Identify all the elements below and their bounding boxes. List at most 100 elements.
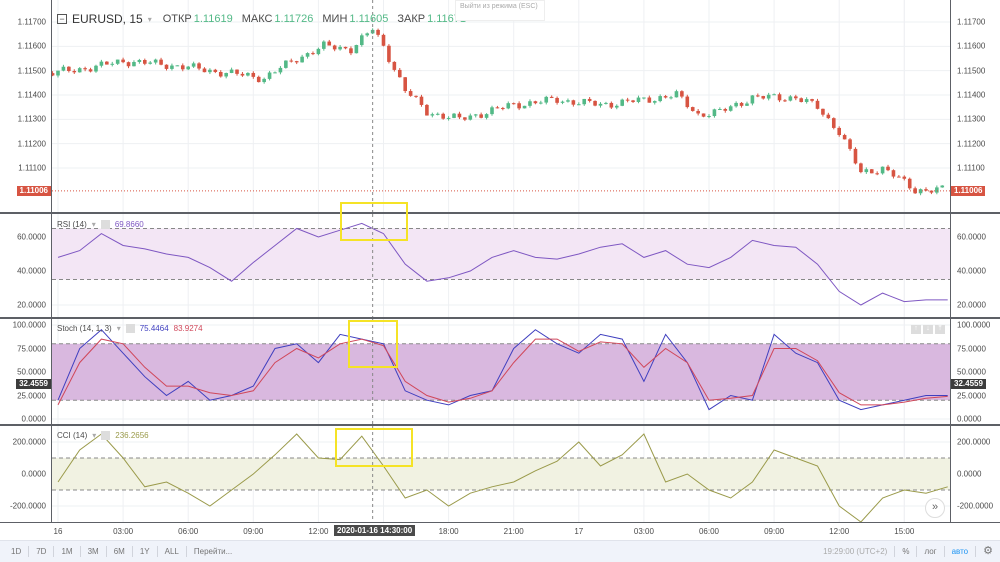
- close-indicator-icon[interactable]: [125, 324, 135, 333]
- price-tick: 1.11200: [957, 139, 986, 149]
- chevron-down-icon[interactable]: ▾: [91, 220, 96, 229]
- candle: [425, 104, 429, 116]
- candle: [392, 61, 397, 70]
- right-stoch-axis[interactable]: 100.0000 75.0000 50.0000 25.0000 0.0000 32.45…: [950, 319, 1000, 424]
- time-axis[interactable]: 16 03:00 06:00 09:00 12:00 18:00 21:00 17 03:00 0…: [0, 523, 1000, 540]
- candle: [126, 62, 131, 67]
- range-button-1y[interactable]: 1Y: [133, 546, 158, 557]
- left-price-axis[interactable]: 1.11700 1.11600 1.11500 1.11400 1.11300 1.112…: [0, 0, 52, 212]
- cci-chart[interactable]: [52, 426, 950, 522]
- candle: [685, 96, 690, 108]
- move-down-icon[interactable]: ↓: [923, 325, 933, 334]
- candle: [842, 135, 847, 140]
- cci-tick: 0.0000: [21, 469, 46, 479]
- candle: [821, 108, 825, 115]
- rsi-chart[interactable]: [52, 214, 950, 317]
- candle: [783, 100, 787, 102]
- rsi-pane[interactable]: 60.0000 40.0000 20.0000 60.0000 40.0000 20.0…: [0, 214, 1000, 319]
- candle: [826, 114, 831, 119]
- range-button-1m[interactable]: 1M: [54, 546, 81, 557]
- candle: [533, 101, 538, 104]
- candle: [577, 104, 581, 106]
- range-button-1d[interactable]: 1D: [4, 546, 30, 557]
- candle: [294, 61, 299, 63]
- candle: [316, 48, 321, 55]
- candle: [414, 95, 418, 97]
- right-cci-axis[interactable]: 200.0000 0.0000 -200.0000: [950, 426, 1000, 522]
- cci-label[interactable]: CCI (14): [57, 431, 88, 440]
- stoch-d-line: [57, 338, 948, 406]
- candle: [669, 97, 673, 99]
- candle: [251, 72, 256, 77]
- candle: [240, 73, 245, 76]
- symbol-name[interactable]: EURUSD, 15: [72, 12, 143, 26]
- candle: [587, 98, 592, 101]
- open-value: 1.11619: [193, 13, 233, 25]
- price-tick: 1.11600: [17, 41, 46, 51]
- candle: [273, 72, 277, 74]
- minus-square-icon[interactable]: −: [57, 14, 67, 24]
- candle: [446, 117, 451, 119]
- maximize-icon[interactable]: ⤒: [935, 325, 945, 334]
- candlestick-chart[interactable]: [52, 0, 950, 212]
- candle: [56, 70, 60, 76]
- double-chevron-right-icon[interactable]: »: [925, 498, 945, 518]
- candle: [72, 71, 77, 73]
- stoch-tick: 75.0000: [17, 344, 46, 353]
- stoch-tick: 25.0000: [17, 391, 46, 400]
- candle: [262, 78, 266, 83]
- highlight-box-rsi: [340, 202, 408, 241]
- stoch-current-badge: 32.4559: [951, 379, 986, 390]
- auto-toggle[interactable]: авто: [945, 546, 977, 557]
- candle: [517, 103, 521, 109]
- close-indicator-icon[interactable]: [101, 431, 111, 440]
- range-button-7d[interactable]: 7D: [29, 546, 55, 557]
- candle: [343, 46, 348, 49]
- candle: [191, 63, 196, 67]
- cci-value: 236.2656: [115, 431, 149, 440]
- cci-tick: 200.0000: [957, 437, 991, 447]
- candle: [159, 59, 163, 65]
- right-rsi-axis[interactable]: 60.0000 40.0000 20.0000: [950, 214, 1000, 317]
- cci-pane[interactable]: 200.0000 0.0000 -200.0000 200.0000 0.0000 -2…: [0, 426, 1000, 523]
- candle: [137, 59, 142, 63]
- gear-icon[interactable]: ⚙: [983, 545, 993, 557]
- candle: [403, 77, 407, 92]
- rsi-legend: RSI (14) ▾ 69.8660: [57, 220, 144, 229]
- rsi-tick: 40.0000: [17, 266, 46, 276]
- chevron-down-icon[interactable]: ▾: [92, 431, 97, 440]
- candle: [284, 60, 288, 68]
- move-up-icon[interactable]: ↑: [911, 325, 921, 334]
- candle: [788, 96, 793, 101]
- rsi-label[interactable]: RSI (14): [57, 220, 87, 229]
- goto-date-button[interactable]: Перейти...: [193, 547, 233, 556]
- range-button-3m[interactable]: 3M: [81, 546, 107, 557]
- candle: [484, 114, 489, 118]
- highlight-box-stoch: [348, 320, 398, 368]
- candle: [728, 106, 733, 111]
- candle: [734, 102, 738, 107]
- close-indicator-icon[interactable]: [100, 220, 110, 229]
- candle: [235, 69, 239, 74]
- candle: [924, 189, 928, 191]
- price-tick: 1.11200: [17, 139, 46, 149]
- log-toggle[interactable]: лог: [917, 546, 945, 557]
- stoch-label[interactable]: Stoch (14, 1, 3): [57, 324, 112, 333]
- left-rsi-axis[interactable]: 60.0000 40.0000 20.0000: [0, 214, 52, 317]
- left-cci-axis[interactable]: 200.0000 0.0000 -200.0000: [0, 426, 52, 522]
- range-button-all[interactable]: ALL: [158, 546, 187, 557]
- candle: [479, 114, 483, 118]
- left-stoch-axis[interactable]: 100.0000 75.0000 50.0000 25.0000 0.0000 32.45…: [0, 319, 52, 424]
- candle: [229, 69, 234, 73]
- candle: [598, 103, 603, 106]
- stoch-chart[interactable]: [52, 319, 950, 424]
- chevron-down-icon[interactable]: ▾: [147, 14, 152, 24]
- chevron-down-icon[interactable]: ▾: [116, 324, 121, 333]
- percent-toggle[interactable]: %: [895, 546, 918, 557]
- price-pane[interactable]: 1.11700 1.11600 1.11500 1.11400 1.11300 1.112…: [0, 0, 1000, 214]
- right-price-axis[interactable]: 1.11700 1.11600 1.11500 1.11400 1.11300 1.112…: [950, 0, 1000, 212]
- stoch-tick: 25.0000: [957, 391, 986, 400]
- stoch-pane[interactable]: 100.0000 75.0000 50.0000 25.0000 0.0000 32.45…: [0, 319, 1000, 426]
- range-button-6m[interactable]: 6M: [107, 546, 133, 557]
- bottom-toolbar: 1D 7D 1M 3M 6M 1Y ALL Перейти... 19:29:00 (UTC…: [0, 540, 1000, 562]
